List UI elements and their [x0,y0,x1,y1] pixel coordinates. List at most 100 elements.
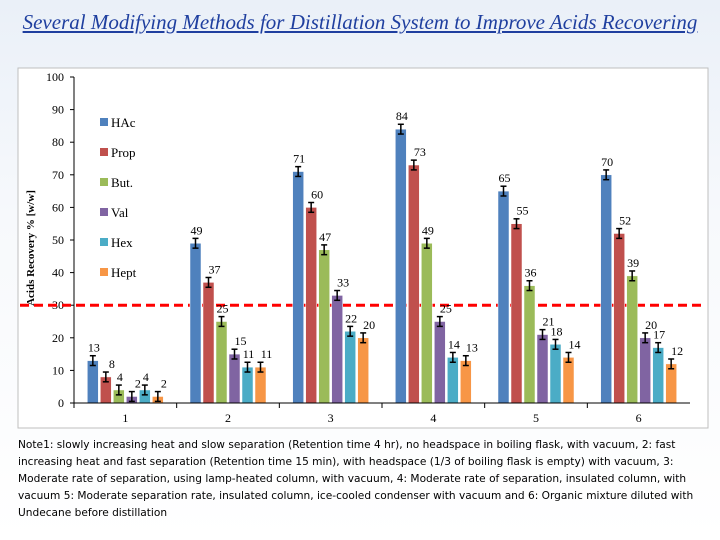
data-label: 49 [422,223,434,237]
data-label: 12 [671,344,683,358]
data-label: 2 [135,376,141,390]
x-category-label: 5 [533,411,539,425]
data-label: 25 [440,302,452,316]
y-tick-label: 90 [52,103,64,117]
data-label: 15 [235,334,247,348]
bar [357,337,369,404]
bar [228,353,241,404]
error-bars-group [89,123,675,403]
data-label: 2 [161,376,167,390]
data-label: 11 [243,347,255,361]
legend-swatch [100,118,108,126]
bars-group [87,128,677,404]
bar [421,243,433,404]
data-label: 71 [293,152,305,166]
bar [202,282,215,404]
data-label: 4 [143,370,149,384]
legend-swatch [100,268,108,276]
data-label: 36 [525,266,537,280]
y-tick-label: 50 [52,233,64,247]
bar [549,344,562,404]
bar [344,331,356,404]
data-label: 13 [88,341,100,355]
x-category-label: 4 [430,411,436,425]
bar [652,347,664,404]
bar [510,223,523,404]
bar [292,171,304,404]
y-tick-label: 70 [52,168,64,182]
data-label: 49 [191,223,203,237]
y-tick-label: 10 [52,363,64,377]
bar [523,285,536,404]
methods-note: Note1: slowly increasing heat and slow s… [18,439,694,519]
data-label: 33 [337,275,349,289]
legend-swatch [100,208,108,216]
bar [536,334,549,404]
data-label: 25 [217,302,229,316]
legend-label: Hept [111,265,137,280]
y-tick-label: 30 [52,298,64,312]
bar [434,321,446,404]
bar [305,207,317,404]
legend: HAc Prop But. Val Hex Hept [100,115,137,280]
legend-label: But. [111,175,133,190]
legend-swatch [100,178,108,186]
data-label: 65 [499,171,511,185]
y-axis-ticks: 0 10 20 30 40 50 60 70 80 90 100 [46,70,75,410]
legend-swatch [100,148,108,156]
data-label: 11 [261,347,273,361]
bar [626,275,638,404]
data-label: 14 [448,337,460,351]
bar [447,357,459,404]
data-label: 4 [117,370,123,384]
data-label: 21 [543,315,555,329]
bar [215,321,228,404]
y-tick-label: 80 [52,135,64,149]
data-label: 70 [601,155,613,169]
data-label: 20 [363,318,375,332]
x-category-label: 3 [328,411,334,425]
legend-label: Val [111,205,129,220]
x-category-label: 6 [636,411,642,425]
bar [562,357,575,404]
data-label: 13 [466,341,478,355]
bar [460,360,472,404]
data-label: 60 [311,187,323,201]
y-tick-label: 40 [52,266,64,280]
legend-label: Hex [111,235,133,250]
data-label: 20 [645,318,657,332]
page-title: Several Modifying Methods for Distillati… [22,10,698,34]
x-category-label: 2 [225,411,231,425]
data-label: 14 [569,337,581,351]
legend-swatch [100,238,108,246]
bar [318,249,330,404]
data-label: 37 [209,262,221,276]
bar [600,174,612,404]
data-label: 47 [319,230,331,244]
bar [613,233,625,404]
bar [497,190,510,404]
y-tick-label: 100 [46,70,64,84]
bar [189,243,202,404]
y-tick-label: 20 [52,331,64,345]
y-tick-label: 0 [58,396,64,410]
data-label: 39 [627,256,639,270]
bar [331,295,343,404]
data-label: 18 [551,324,563,338]
bar [639,337,651,404]
bar [408,164,420,404]
x-category-label: 1 [122,411,128,425]
y-tick-label: 60 [52,200,64,214]
data-label: 73 [414,145,426,159]
data-label: 22 [345,311,357,325]
legend-label: HAc [111,115,136,130]
data-label: 55 [517,204,529,218]
y-axis-label: Acids Recovery % [w/w] [25,190,37,306]
bar [665,363,677,404]
legend-label: Prop [111,145,136,160]
bar [395,128,407,404]
data-label: 84 [396,109,408,123]
bar [87,360,99,404]
